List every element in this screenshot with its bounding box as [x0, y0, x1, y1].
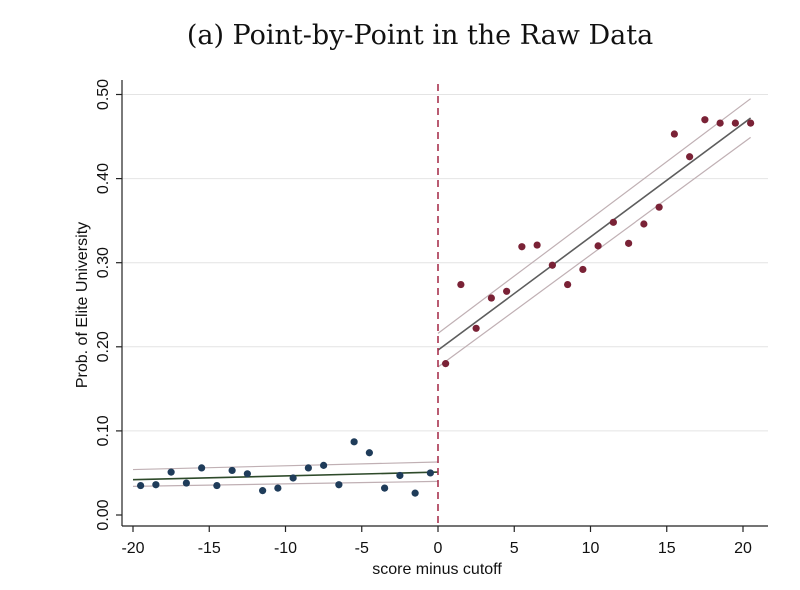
data-point [731, 119, 739, 127]
data-point [487, 294, 495, 302]
data-point [472, 324, 480, 332]
data-point [396, 471, 404, 480]
data-point [365, 449, 373, 457]
ci-upper-line [132, 461, 439, 471]
data-point [518, 243, 526, 251]
data-point [182, 479, 190, 487]
chart-title: (a) Point-by-Point in the Raw Data [187, 20, 653, 51]
data-point [335, 481, 343, 489]
confidence-bands [132, 98, 751, 488]
y-tick-label: 0.50 [95, 79, 112, 110]
x-tick-label: -20 [121, 540, 144, 557]
ci-upper-line [437, 98, 751, 334]
data-point [442, 360, 450, 368]
data-point [411, 489, 419, 497]
data-point [320, 461, 328, 469]
data-point [609, 218, 617, 226]
data-point [457, 280, 465, 289]
data-point [533, 241, 541, 249]
x-axis-label: score minus cutoff [372, 561, 502, 578]
data-point [304, 464, 312, 472]
gridlines [122, 94, 768, 432]
data-point [564, 280, 572, 289]
data-point [625, 239, 633, 247]
ci-lower-line [132, 480, 439, 488]
fit-line [437, 117, 752, 351]
y-tick-label: 0.20 [95, 331, 112, 362]
data-point [716, 119, 724, 127]
y-tick-label: 0.10 [95, 415, 112, 446]
y-tick-label: 0.00 [95, 499, 112, 530]
x-tick-label: 10 [582, 540, 600, 557]
data-point [167, 468, 175, 476]
data-point [640, 220, 648, 228]
data-point [243, 470, 251, 478]
data-point [686, 153, 694, 161]
x-tick-label: 5 [510, 540, 519, 557]
data-point [594, 242, 602, 250]
data-point [350, 438, 358, 446]
data-point [274, 484, 282, 492]
data-point [381, 484, 389, 492]
x-tick-label: -15 [198, 540, 221, 557]
data-point [137, 481, 145, 490]
data-point [655, 203, 663, 211]
x-tick-label: 15 [658, 540, 676, 557]
y-axis-label: Prob. of Elite University [74, 222, 91, 388]
x-tick-label: -10 [274, 540, 297, 557]
data-point [289, 474, 297, 482]
data-point [426, 469, 434, 477]
fit-line [132, 471, 439, 481]
data-point [503, 287, 511, 295]
y-tick-label: 0.30 [95, 247, 112, 278]
data-point [198, 464, 206, 472]
x-tick-label: 0 [434, 540, 443, 557]
data-point [701, 116, 709, 124]
fit-lines [132, 117, 752, 481]
data-point [670, 130, 678, 138]
x-tick-label: -5 [355, 540, 369, 557]
data-point [228, 466, 236, 475]
data-point [213, 481, 221, 490]
data-point [747, 119, 755, 127]
ci-lower-line [437, 136, 751, 368]
data-point [152, 481, 160, 489]
data-points [137, 116, 755, 497]
axes: -20 -15 -10 -5 0 5 10 15 20 0.00 0.10 0.20 0.30 0.40 0… [95, 79, 768, 557]
data-point [259, 487, 267, 495]
x-tick-label: 20 [734, 540, 752, 557]
data-point [548, 261, 556, 269]
y-tick-label: 0.40 [95, 163, 112, 194]
data-point [579, 265, 587, 274]
